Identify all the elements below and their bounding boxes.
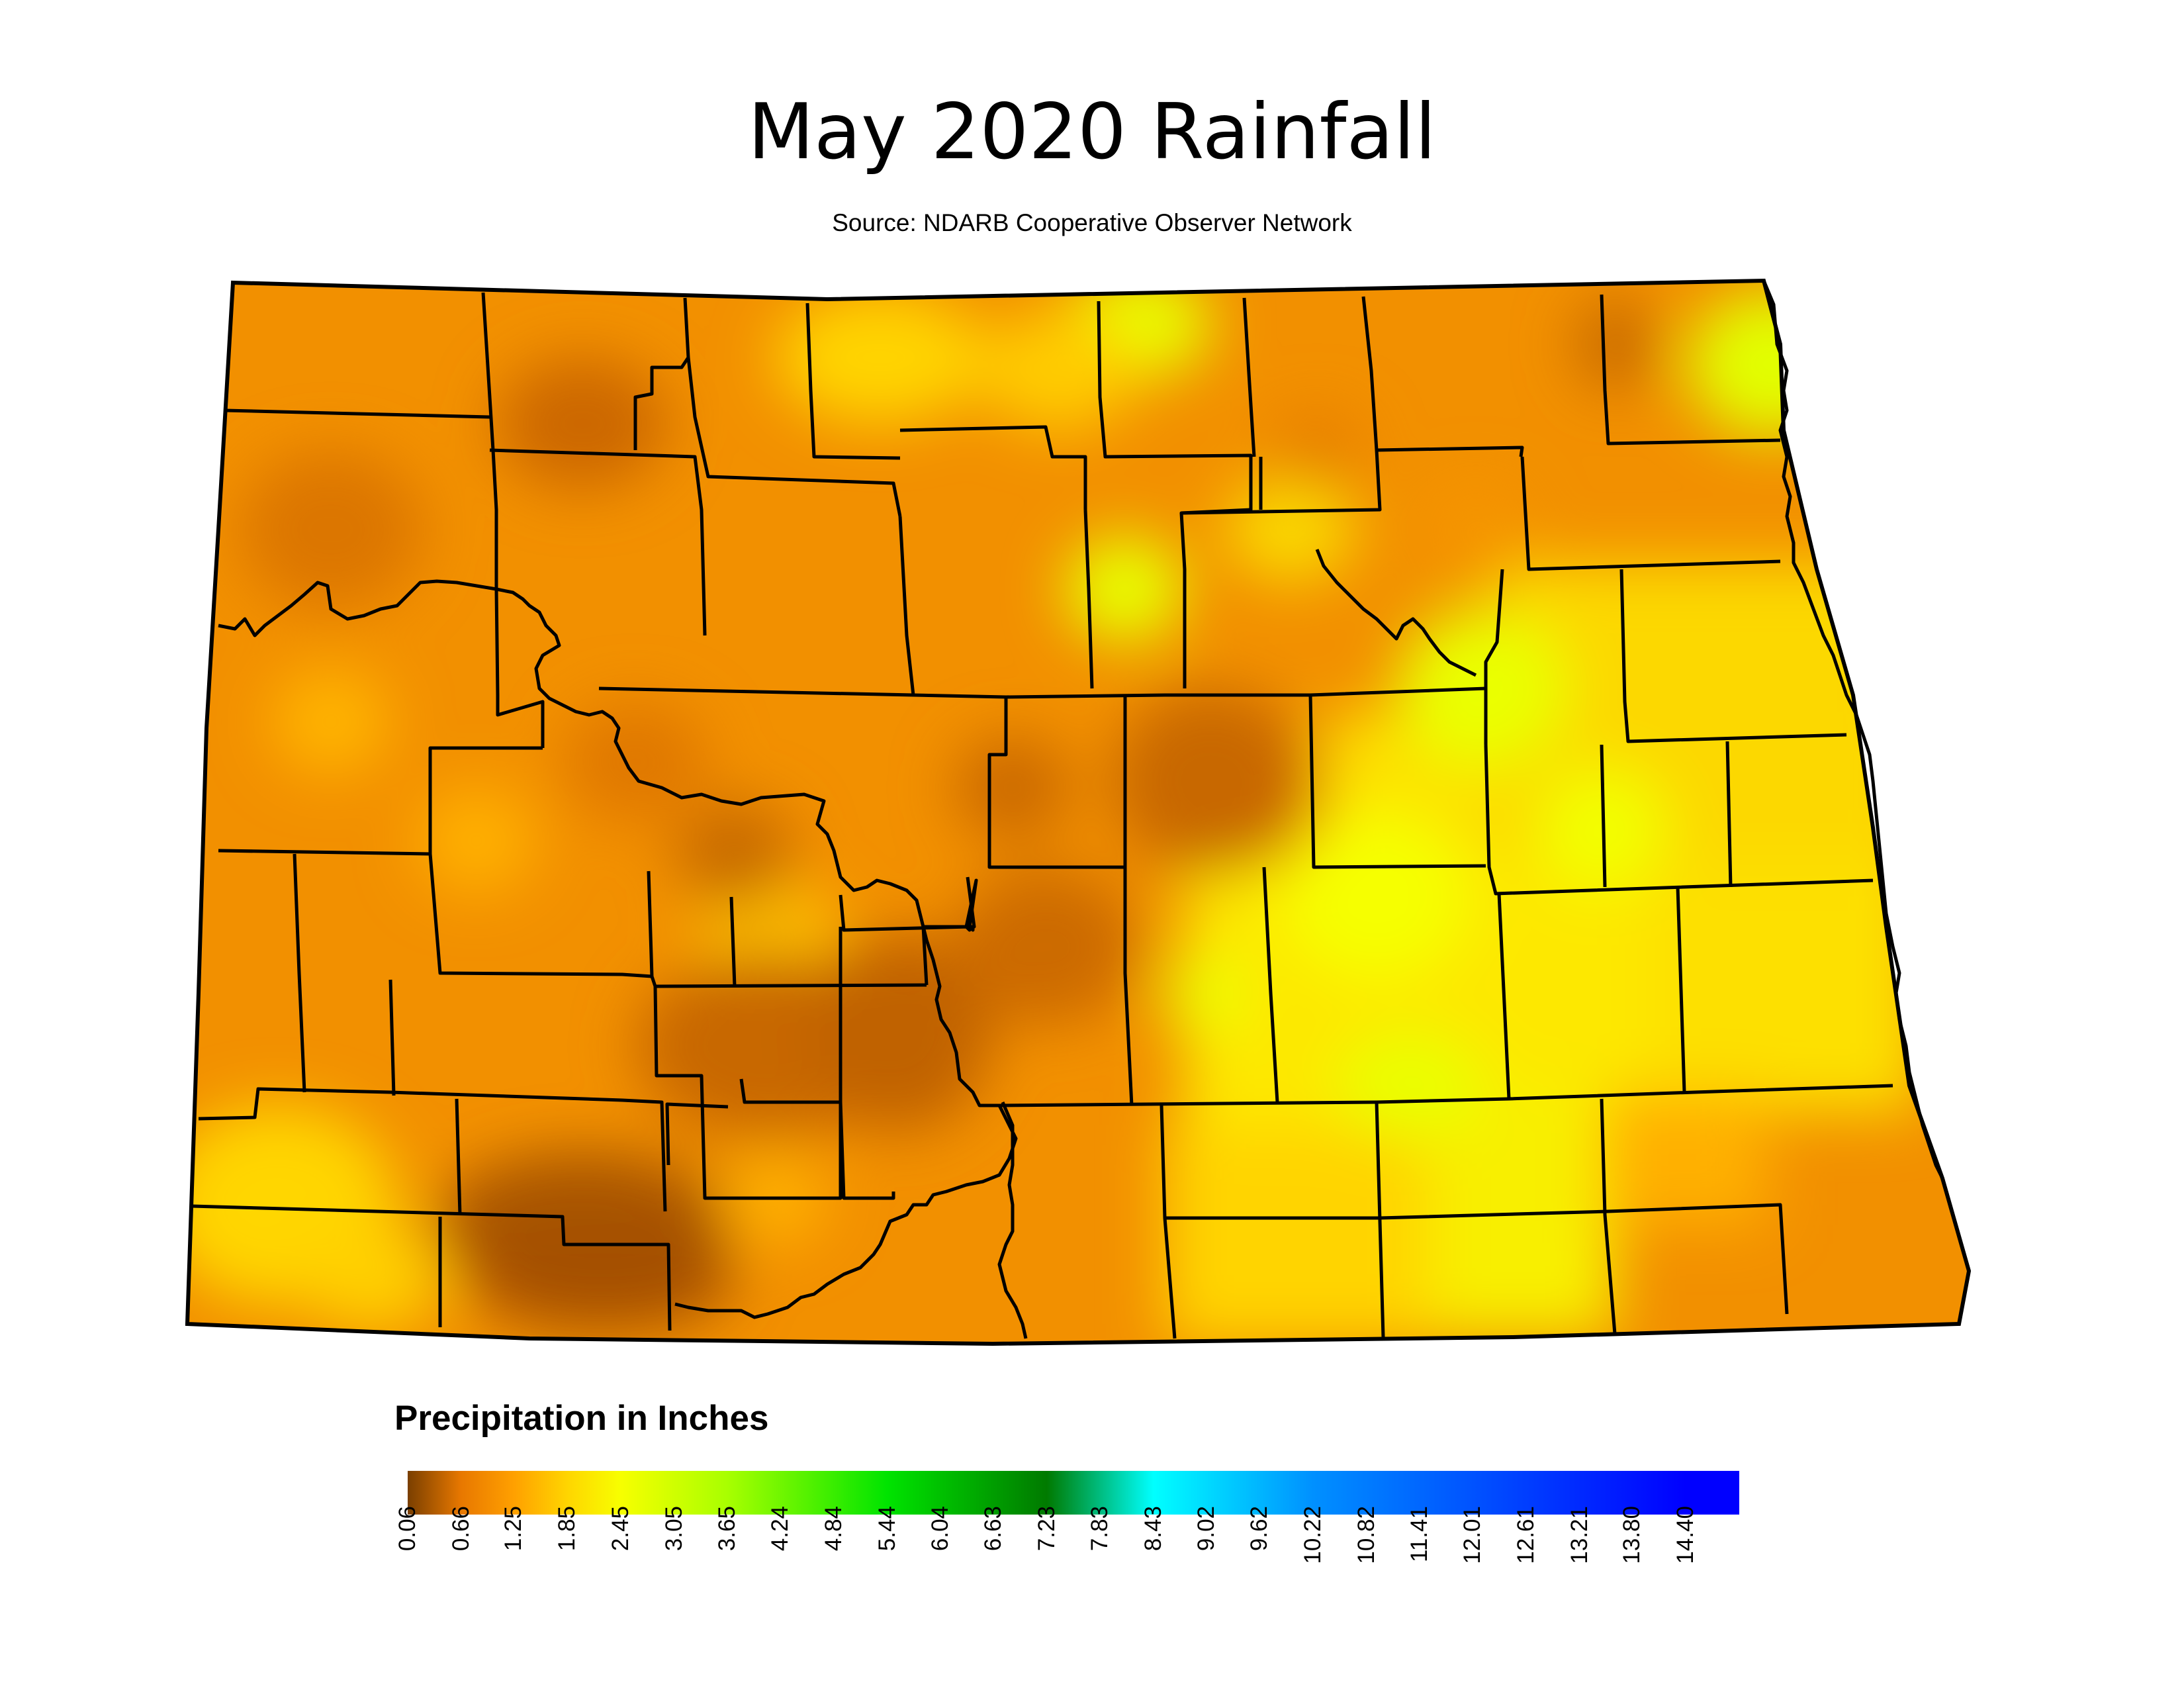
dry-zone	[675, 801, 794, 907]
legend-tick-label: 0.66	[447, 1506, 474, 1552]
legend-tick-label: 4.24	[766, 1506, 793, 1552]
legend-tick-label: 9.02	[1193, 1506, 1219, 1552]
lime-spot	[1337, 1033, 1482, 1139]
legend-tick-label: 13.80	[1619, 1506, 1645, 1564]
legend-tick-label: 3.65	[714, 1506, 741, 1552]
dry-zone	[238, 450, 424, 609]
legend-tick-label: 8.43	[1140, 1506, 1167, 1552]
north-yellow-zone	[1224, 477, 1357, 583]
legend-tick-label: 7.23	[1033, 1506, 1060, 1552]
legend-title: Precipitation in Inches	[394, 1399, 769, 1438]
river-south-segment	[997, 1102, 1028, 1339]
dry-zone	[1575, 298, 1655, 391]
legend-tick-label: 10.82	[1353, 1506, 1380, 1564]
lime-spot	[1535, 768, 1668, 887]
lime-spot	[1066, 536, 1185, 642]
river-east-eastern-border	[1762, 280, 1944, 1180]
lime-spot	[1284, 808, 1469, 980]
legend-tick-label: 12.61	[1513, 1506, 1539, 1564]
legend-tick-label: 0.06	[394, 1506, 420, 1552]
legend-tick-label: 6.63	[979, 1506, 1006, 1552]
southeast-orange-zone	[1602, 1092, 1767, 1225]
lime-spot	[1165, 953, 1244, 1033]
dry-zone	[1112, 688, 1310, 874]
legend-tick-label: 10.22	[1300, 1506, 1326, 1564]
county-lines	[191, 292, 1893, 1339]
dry-zone	[953, 867, 1138, 1026]
legend-tick-label: 5.44	[874, 1506, 900, 1552]
legend-gradient	[408, 1471, 1739, 1515]
map-title: May 2020 Rainfall	[747, 87, 1437, 177]
legend-tick-label: 6.04	[927, 1506, 954, 1552]
legend-tick-label: 9.62	[1246, 1506, 1273, 1552]
dry-zone	[563, 702, 708, 821]
legend-colorbar	[408, 1471, 1739, 1515]
legend-tick-label: 4.84	[820, 1506, 846, 1552]
legend-tick-label: 7.83	[1087, 1506, 1113, 1552]
dry-zone	[1271, 410, 1363, 490]
legend-tick-label: 12.01	[1459, 1506, 1486, 1564]
missouri-river	[218, 579, 1018, 1319]
river-east-segment	[1315, 549, 1477, 677]
dry-zone	[953, 735, 1072, 841]
legend-tick-label: 3.05	[660, 1506, 687, 1552]
west-light-zone	[271, 669, 390, 774]
dry-zone	[807, 933, 993, 1132]
southwest-yellow-zone	[298, 1225, 443, 1331]
legend-tick-label: 1.85	[554, 1506, 580, 1552]
north-yellow-zone	[774, 291, 986, 424]
south-yellow-zone	[1165, 1125, 1430, 1344]
precipitation-surface	[187, 281, 1969, 1344]
legend-tick-label: 14.40	[1672, 1506, 1699, 1564]
dry-zone	[496, 357, 668, 490]
west-light-zone	[417, 788, 536, 894]
legend-tick-label: 11.41	[1406, 1506, 1432, 1562]
orange-zone	[1423, 483, 1529, 576]
north-yellow-zone	[979, 311, 1138, 430]
dry-zone	[470, 1225, 735, 1331]
legend-tick-label: 13.21	[1566, 1506, 1592, 1564]
legend-tick-label: 1.25	[500, 1506, 527, 1552]
legend-tick-label: 2.45	[607, 1506, 633, 1552]
map-subtitle: Source: NDARB Cooperative Observer Netwo…	[832, 209, 1352, 236]
